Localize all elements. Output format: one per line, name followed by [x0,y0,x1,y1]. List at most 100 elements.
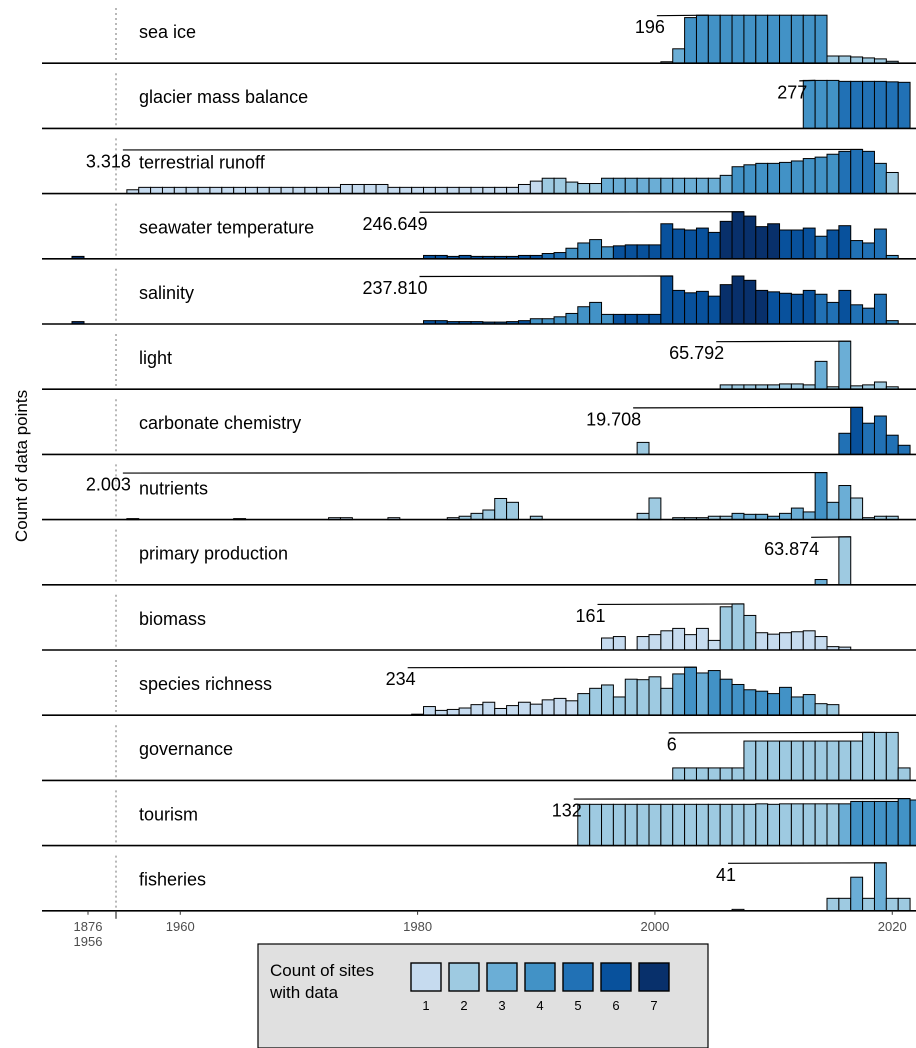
max-connector [122,148,863,151]
bar [743,740,757,781]
max-label: 2.003 [86,475,131,495]
bar [636,512,650,521]
bar [802,740,816,781]
bar [541,177,555,195]
bar [779,161,792,195]
bar [743,164,757,195]
bar [672,767,686,781]
bar [648,177,662,195]
bar [612,177,626,195]
x-tick-label: 1956 [74,934,103,949]
x-tick-label: 2020 [878,919,907,934]
bar [767,162,781,195]
bar [707,670,721,716]
max-connector [633,406,863,409]
bar [636,441,650,455]
bar [790,696,804,716]
panel-glacier-mass-balance: 277 glacier mass balance [42,73,916,130]
bar [826,704,840,716]
bar [862,897,875,912]
bar [351,183,365,195]
max-label: 161 [575,606,605,626]
bar [636,244,650,260]
bar [755,632,769,651]
bar [767,740,781,781]
bar [897,81,911,129]
bar [885,434,899,455]
bar [601,313,614,325]
bar [838,55,852,64]
bar [482,509,496,521]
bar [624,177,638,195]
legend-level-label: 4 [536,998,543,1013]
bar [862,800,875,847]
bar [826,153,840,195]
bar [648,313,662,325]
bar [660,803,674,847]
bar [897,798,911,847]
bar [731,275,745,325]
bar [375,183,389,195]
max-connector [122,471,828,474]
panel-label: primary production [139,544,288,564]
bar [577,306,591,325]
bar [363,183,377,195]
bar [731,211,745,260]
bar [624,244,638,260]
bar [553,697,567,716]
bar [814,14,828,64]
bar [862,731,875,781]
max-connector [668,731,875,734]
max-label: 234 [386,669,416,689]
bar [553,316,567,325]
bar [731,803,745,847]
bar [850,740,864,781]
bar [850,148,864,195]
bar [755,803,769,847]
panel-label: biomass [139,609,206,629]
max-connector [799,79,816,82]
bar [660,630,674,651]
bar [873,228,887,260]
bar [838,803,852,847]
panel-governance: 6 governance [42,725,916,782]
bar [719,767,733,781]
bar [755,690,769,716]
max-connector [656,14,709,17]
bar [767,693,781,716]
bar [885,171,899,195]
bar [862,150,875,195]
bar [838,80,852,129]
bar [268,186,282,195]
panel-biomass: 161 biomass [42,594,916,651]
bar [672,177,686,195]
bar [233,186,247,195]
bar [684,292,697,325]
bar [802,630,816,651]
panel-label: tourism [139,804,198,824]
bar [743,279,757,325]
bar [601,684,614,716]
bar [446,186,460,195]
y-axis-label: Count of data points [12,390,31,542]
bar [731,166,745,195]
bar [850,876,864,912]
max-connector [728,862,887,864]
bar [684,229,697,260]
bar [826,55,840,64]
panel-label: governance [139,739,233,759]
bar [577,693,591,716]
bar [280,186,294,195]
panel-seawater-temperature: 246.649 seawater temperature [42,203,916,260]
bar [565,247,579,260]
bar [589,803,603,847]
bar [838,485,852,521]
bar [719,174,733,195]
bar [470,186,484,195]
bar [838,289,852,325]
x-tick-label: 1960 [166,919,195,934]
bar [850,406,864,455]
bar [577,242,591,260]
bar [470,512,484,521]
bar [731,603,745,651]
